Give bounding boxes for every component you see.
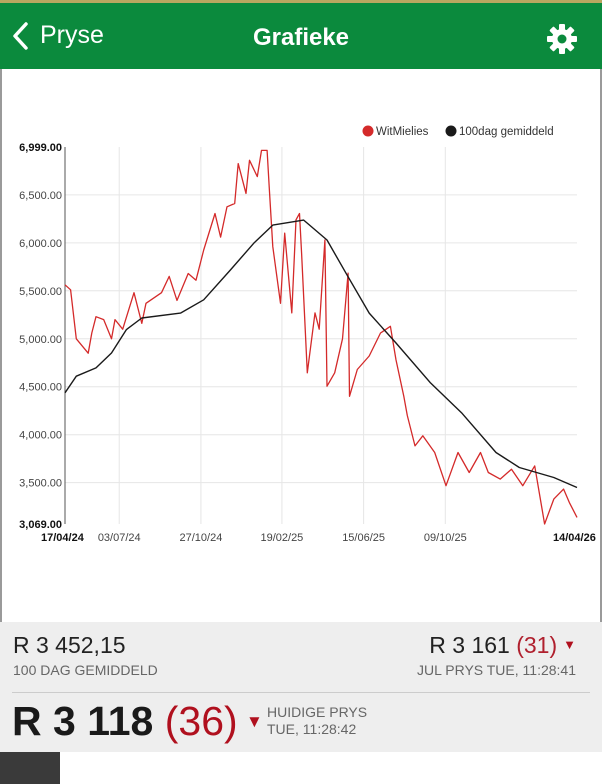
y-axis: 6,999.00 6,500.00 6,000.00 5,500.00 5,000.00…	[19, 142, 66, 531]
back-label: Pryse	[40, 21, 104, 49]
chart-frame	[0, 69, 602, 622]
y-tick-label: 3,069.00	[19, 519, 62, 531]
current-change: (36)	[164, 698, 238, 744]
price-chart[interactable]: 6,999.00 6,500.00 6,000.00 5,500.00 5,000.00…	[0, 0, 602, 622]
y-tick-label: 5,000.00	[19, 334, 62, 346]
jul-label: JUL PRYS TUE, 11:28:41	[416, 662, 576, 678]
price-summary-panel: R 3 452,15 100 DAG GEMIDDELD R 3 161 (31…	[0, 622, 602, 752]
average-value: R 3 452,15	[13, 632, 126, 658]
legend-label-average: 100dag gemiddeld	[459, 126, 554, 138]
legend: WitMielies 100dag gemiddeld	[362, 125, 554, 138]
average-line	[64, 219, 578, 489]
settings-button[interactable]	[546, 23, 578, 60]
legend-marker-average	[445, 125, 457, 137]
app-header: Pryse Grafieke	[0, 0, 602, 69]
series-lines	[64, 149, 578, 525]
y-tick-label: 4,000.00	[19, 430, 62, 442]
x-tick-label: 09/10/25	[424, 532, 467, 544]
jul-price: R 3 161 (31) ▼	[429, 632, 576, 659]
current-value: R 3 118	[12, 698, 154, 744]
x-axis: 17/04/24 03/07/24 27/10/24 19/02/25 15/06/25…	[41, 532, 596, 544]
x-tick-label: 17/04/24	[41, 532, 85, 544]
y-tick-label: 6,500.00	[19, 190, 62, 202]
jul-change: (31)	[516, 632, 558, 658]
y-tick-label: 6,000.00	[19, 238, 62, 250]
chevron-left-icon	[13, 21, 28, 50]
jul-value: R 3 161	[429, 632, 510, 658]
bottom-tab[interactable]	[0, 752, 60, 784]
legend-label-witmielies: WitMielies	[376, 126, 429, 138]
divider	[12, 692, 590, 693]
current-time: TUE, 11:28:42	[267, 721, 357, 737]
back-button[interactable]: Pryse	[12, 21, 104, 50]
current-label-block: HUIDIGE PRYS TUE, 11:28:42	[267, 704, 367, 738]
y-tick-label: 3,500.00	[19, 478, 62, 490]
down-arrow-icon: ▼	[246, 712, 263, 731]
grid	[65, 147, 577, 524]
x-tick-label: 03/07/24	[98, 532, 141, 544]
x-tick-label: 27/10/24	[180, 532, 223, 544]
y-tick-label: 4,500.00	[19, 382, 62, 394]
down-arrow-icon: ▼	[563, 637, 576, 652]
legend-marker-witmielies	[362, 125, 374, 137]
current-label: HUIDIGE PRYS	[267, 704, 368, 720]
y-tick-label: 6,999.00	[19, 142, 62, 154]
witmielies-line	[64, 149, 578, 525]
average-label: 100 DAG GEMIDDELD	[13, 662, 158, 678]
gear-icon	[547, 24, 577, 54]
y-tick-label: 5,500.00	[19, 286, 62, 298]
current-price: R 3 118 (36)	[12, 698, 238, 745]
x-tick-label: 14/04/26	[553, 532, 596, 544]
x-tick-label: 15/06/25	[342, 532, 385, 544]
page-title: Grafieke	[252, 24, 350, 51]
x-tick-label: 19/02/25	[260, 532, 303, 544]
